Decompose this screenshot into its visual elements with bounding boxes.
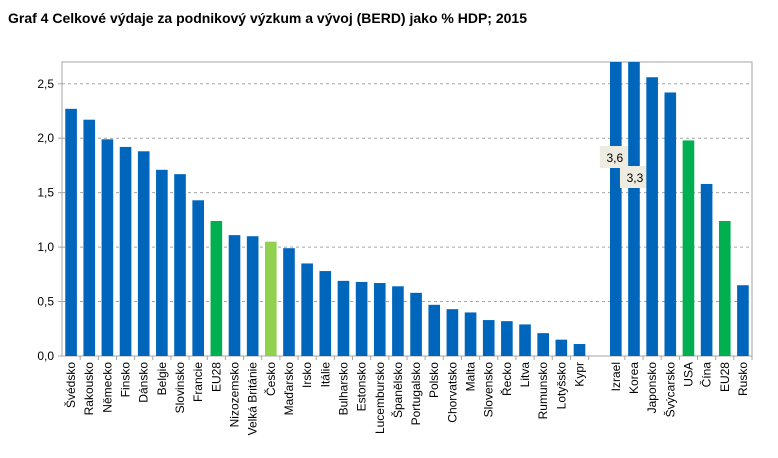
bar (700, 183, 713, 356)
x-tick-label: Rakousko (82, 362, 96, 416)
data-label-box (599, 146, 630, 168)
y-tick-label: 1,5 (37, 186, 54, 200)
bar (410, 292, 422, 356)
y-tick-label: 0,0 (37, 349, 54, 363)
y-tick-label: 0,5 (37, 295, 54, 309)
bar (337, 280, 350, 356)
x-tick-label: Francie (191, 362, 205, 402)
x-tick-label: Španělsko (390, 362, 405, 418)
x-tick-label: Rusko (736, 362, 750, 396)
y-tick-label: 2,0 (37, 131, 54, 145)
x-tick-label: Izrael (609, 362, 623, 391)
y-tick-label: 2,5 (37, 77, 54, 91)
x-tick-label: Itálie (318, 362, 332, 388)
bar (174, 174, 186, 356)
bar (65, 108, 77, 356)
x-tick-label: USA (681, 362, 695, 387)
bar (682, 140, 695, 356)
x-tick-label: EU28 (718, 362, 732, 392)
x-tick-label: Čína (699, 362, 714, 388)
x-tick-label: Estonsko (355, 362, 369, 412)
bar (210, 220, 223, 356)
x-tick-label: Litva (518, 362, 532, 388)
bar (718, 220, 731, 356)
chart-title: Graf 4 Celkové výdaje za podnikový výzku… (8, 10, 527, 26)
x-tick-label: Belgie (155, 362, 169, 396)
bar (519, 324, 531, 356)
x-tick-label: Japonsko (645, 362, 659, 414)
bar (428, 304, 441, 356)
bar (156, 169, 168, 356)
bar (573, 344, 586, 356)
x-tick-label: Malta (464, 362, 478, 392)
x-tick-label: Dánsko (137, 362, 151, 403)
bar (373, 283, 386, 356)
x-tick-label: Maďarsko (282, 362, 296, 416)
data-label: 3,3 (627, 171, 644, 185)
bar (446, 309, 459, 356)
x-tick-label: Portugalsko (409, 362, 423, 426)
x-tick-label: EU28 (209, 362, 223, 392)
bar (537, 333, 549, 356)
x-tick-label: Irsko (300, 362, 314, 388)
x-tick-label: Česko (263, 362, 278, 396)
x-tick-label: Kypr (573, 362, 587, 387)
data-label: 3,6 (606, 151, 623, 165)
x-tick-label: Nizozemsko (228, 362, 242, 428)
x-tick-label: Švýcarsko (662, 362, 677, 418)
bar (646, 77, 658, 356)
bar (737, 285, 749, 356)
x-tick-label: Řecko (499, 362, 514, 396)
x-tick-label: Slovensko (482, 362, 496, 418)
bar (355, 281, 368, 356)
bar (119, 146, 132, 356)
bar (501, 321, 513, 356)
bar (192, 200, 204, 356)
x-tick-label: Chorvatsko (445, 362, 459, 423)
bar (137, 151, 150, 356)
bar (265, 241, 277, 356)
bar (246, 236, 259, 356)
x-tick-label: Slovinsko (173, 362, 187, 414)
bar (301, 263, 313, 356)
x-tick-label: Lotyšsko (554, 362, 568, 410)
x-tick-label: Bulharsko (336, 362, 350, 416)
bar (228, 235, 241, 356)
bar (610, 62, 622, 356)
bar (101, 139, 114, 356)
x-tick-label: Německo (100, 362, 114, 413)
bar (319, 271, 332, 356)
x-tick-label: Rumunsko (536, 362, 550, 420)
y-tick-label: 1,0 (37, 240, 54, 254)
bar (555, 339, 568, 356)
bar (482, 320, 495, 356)
bar (628, 62, 640, 356)
x-tick-label: Finsko (119, 362, 133, 398)
data-label-box (619, 166, 650, 188)
x-tick-label: Velká Británie (246, 362, 260, 436)
bar (464, 312, 477, 356)
bar (283, 248, 295, 356)
x-tick-label: Polsko (427, 362, 441, 398)
x-tick-label: Švédsko (63, 362, 78, 408)
x-tick-label: Lucembursko (373, 362, 387, 434)
bar (392, 286, 404, 356)
bar (83, 119, 96, 356)
bar (664, 92, 677, 356)
x-tick-label: Korea (627, 362, 641, 394)
